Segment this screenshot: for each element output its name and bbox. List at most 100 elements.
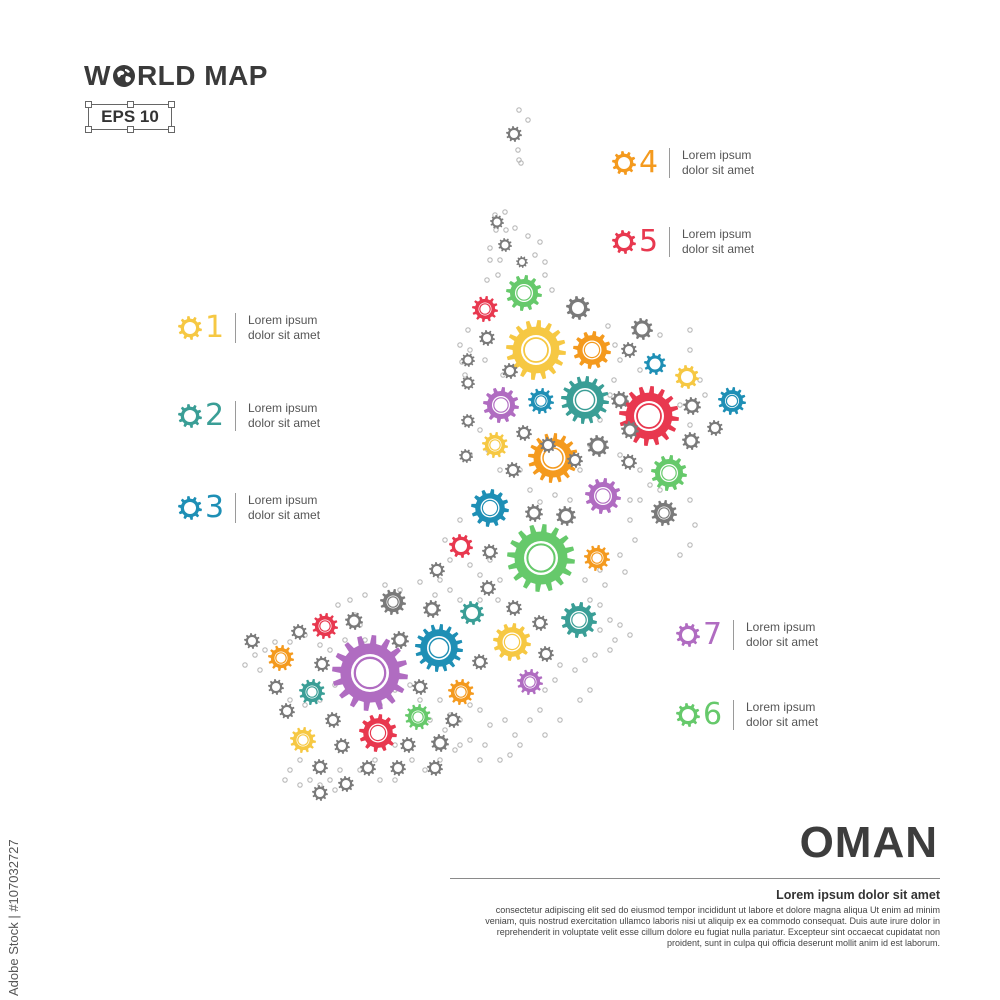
- gear-icon: [471, 489, 509, 527]
- map-dot: [252, 652, 258, 658]
- legend-number: 3: [205, 490, 225, 525]
- gear-icon: [290, 727, 316, 753]
- map-dot: [527, 487, 533, 493]
- gear-icon: [345, 612, 363, 630]
- legend-number: 6: [703, 697, 723, 732]
- map-dot: [515, 147, 521, 153]
- gear-icon: [612, 151, 636, 175]
- gear-icon: [516, 425, 532, 441]
- map-dot: [497, 257, 503, 263]
- gear-icon: [621, 342, 637, 358]
- gear-icon: [312, 785, 328, 801]
- map-dot: [417, 697, 423, 703]
- map-dot: [612, 637, 618, 643]
- map-dot: [487, 722, 493, 728]
- gear-icon: [178, 496, 202, 520]
- map-dot: [442, 727, 448, 733]
- legend-item-2: 2 Lorem ipsum dolor sit amet: [176, 401, 320, 431]
- map-dot: [407, 682, 413, 688]
- map-dot: [437, 697, 443, 703]
- gear-icon: [268, 645, 294, 671]
- gear-icon: [556, 506, 576, 526]
- gear-icon: [325, 712, 341, 728]
- gear-icon: [682, 432, 700, 450]
- map-dot: [502, 717, 508, 723]
- map-dot: [467, 702, 473, 708]
- gear-icon: [561, 376, 609, 424]
- gear-icon: [718, 387, 746, 415]
- legend-item-7: 7 Lorem ipsum dolor sit amet: [674, 620, 818, 650]
- brand-title-start: W: [84, 60, 111, 91]
- divider-line: [450, 878, 940, 879]
- map-dot: [627, 632, 633, 638]
- gear-icon: [676, 623, 700, 647]
- map-dot: [392, 777, 398, 783]
- gear-icon: [490, 215, 504, 229]
- legend-text: Lorem ipsum dolor sit amet: [248, 493, 321, 522]
- gear-icon: [528, 388, 554, 414]
- gear-icon: [587, 435, 609, 457]
- gear-icon: [676, 703, 700, 727]
- gear-icon: [502, 363, 518, 379]
- gear-icon: [360, 760, 376, 776]
- map-dot: [687, 327, 693, 333]
- map-dot: [477, 757, 483, 763]
- map-dot: [657, 487, 663, 493]
- globe-icon: [112, 65, 135, 87]
- gear-icon: [472, 654, 488, 670]
- map-dot: [612, 342, 618, 348]
- map-dot: [495, 597, 501, 603]
- legend-divider: [235, 493, 236, 523]
- map-dot: [525, 233, 531, 239]
- gear-icon: [505, 462, 521, 478]
- map-dot: [552, 677, 558, 683]
- map-dot: [597, 602, 603, 608]
- map-dot: [457, 342, 463, 348]
- legend-text: Lorem ipsum dolor sit amet: [746, 620, 819, 649]
- gear-icon: [619, 386, 679, 446]
- map-dot: [637, 497, 643, 503]
- gear-icon: [479, 330, 495, 346]
- map-dot: [497, 467, 503, 473]
- legend-item-6: 6 Lorem ipsum dolor sit amet: [674, 700, 818, 730]
- map-dot: [611, 377, 617, 383]
- map-dot: [537, 499, 543, 505]
- map-dot: [482, 357, 488, 363]
- gear-icon: [268, 679, 284, 695]
- map-dot: [627, 497, 633, 503]
- map-dot: [335, 602, 341, 608]
- gear-icon: [538, 646, 554, 662]
- map-dot: [477, 427, 483, 433]
- gear-icon: [244, 633, 260, 649]
- description-title: Lorem ipsum dolor sit amet: [776, 888, 940, 902]
- gear-icon: [683, 397, 701, 415]
- map-dot: [552, 492, 558, 498]
- gear-icon: [612, 230, 636, 254]
- map-dot: [577, 467, 583, 473]
- map-dot: [332, 787, 338, 793]
- map-dot: [462, 372, 468, 378]
- legend-item-4: 4 Lorem ipsum dolor sit amet: [610, 148, 754, 178]
- map-dot: [607, 647, 613, 653]
- map-dot: [372, 757, 378, 763]
- gear-icon: [573, 331, 611, 369]
- gear-icon: [314, 656, 330, 672]
- map-dot: [657, 332, 663, 338]
- map-dot: [582, 657, 588, 663]
- legend-text: Lorem ipsum dolor sit amet: [248, 313, 321, 342]
- map-dot: [477, 572, 483, 578]
- gear-icon: [506, 275, 542, 311]
- gear-icon: [445, 712, 461, 728]
- gear-icon: [291, 624, 307, 640]
- map-dot: [587, 687, 593, 693]
- gear-icon: [178, 316, 202, 340]
- map-dot: [527, 717, 533, 723]
- gear-icon: [611, 391, 629, 409]
- gear-icon: [405, 704, 431, 730]
- legend-number: 4: [639, 145, 659, 180]
- legend-divider: [669, 227, 670, 257]
- map-dot: [297, 782, 303, 788]
- map-dot: [537, 707, 543, 713]
- gear-icon: [651, 500, 677, 526]
- map-dot: [482, 742, 488, 748]
